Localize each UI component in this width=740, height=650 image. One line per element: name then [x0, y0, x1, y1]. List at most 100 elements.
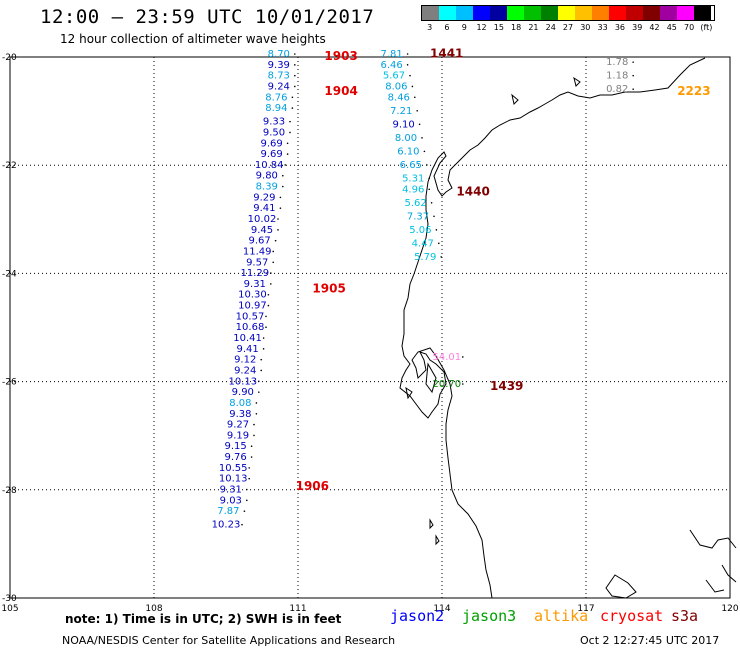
wave-height-value: 9.45: [251, 225, 273, 236]
observation-point: [258, 380, 260, 383]
observation-point: [253, 423, 255, 426]
wave-height-value: 11.29: [240, 268, 269, 279]
satellite-name: jason3: [462, 607, 517, 625]
legend-label: 3: [427, 23, 433, 32]
observation-point: [411, 85, 414, 88]
observation-point: [409, 74, 411, 77]
legend-swatch: [643, 6, 660, 20]
footnote: note: 1) Time is in UTC; 2) SWH is in fe…: [65, 612, 342, 626]
track-id-label: 1903: [324, 49, 357, 63]
observation-point: [428, 177, 431, 180]
wave-height-value: 10.57: [236, 311, 265, 322]
wave-height-value: 9.12: [234, 355, 256, 366]
legend-swatch: [575, 6, 592, 20]
graticule: [9, 56, 731, 599]
observation-point: [294, 85, 296, 88]
wave-height-value: 9.69: [260, 149, 282, 160]
wave-observations: 8.709.398.739.248.768.949.339.509.699.69…: [212, 49, 634, 531]
legend-swatch: [592, 6, 609, 20]
observation-point: [282, 174, 284, 177]
track-id-label: 1439: [490, 379, 523, 393]
lat-tick-label: -26: [2, 378, 17, 388]
observation-point: [279, 196, 282, 199]
lon-tick-label: 117: [577, 604, 594, 614]
observation-point: [406, 53, 409, 55]
wave-height-value: 9.76: [224, 452, 246, 463]
observation-point: [246, 499, 248, 502]
observation-point: [270, 283, 272, 285]
satellite-name: cryosat: [600, 607, 664, 625]
observation-point: [272, 261, 275, 264]
observation-point: [250, 456, 253, 458]
wave-height-value: 9.24: [268, 81, 290, 92]
observation-point: [428, 188, 431, 191]
wave-height-value: 20.70: [432, 379, 461, 390]
wave-height-value: 11.49: [243, 246, 272, 257]
track-id-label: 1440: [456, 184, 489, 198]
legend-swatch: [677, 6, 694, 20]
wave-height-value: 0.82: [606, 84, 628, 95]
observation-point: [284, 164, 287, 166]
legend-label: 15: [493, 23, 504, 32]
wave-height-value: 5.06: [409, 225, 431, 236]
observation-point: [291, 107, 294, 109]
wave-height-value: 7.81: [380, 49, 402, 60]
wave-height-value: 6.65: [400, 160, 422, 171]
legend-swatch: [456, 6, 473, 20]
map-frame: [9, 56, 731, 599]
wave-height-value: 7.87: [217, 506, 239, 517]
legend-label: (ft): [700, 23, 713, 32]
observation-point: [632, 88, 634, 90]
observation-point: [435, 229, 438, 231]
wave-height-value: 10.55: [219, 463, 248, 474]
observation-point: [414, 96, 416, 99]
lon-tick-label: 105: [1, 604, 18, 614]
observation-point: [462, 383, 464, 385]
wave-height-value: 9.29: [253, 192, 275, 203]
legend-label: 42: [649, 23, 660, 32]
wave-height-value: 9.15: [224, 441, 246, 452]
observation-point: [430, 201, 433, 204]
observation-point: [248, 477, 250, 480]
observation-point: [267, 293, 270, 296]
observation-point: [265, 315, 267, 318]
observation-point: [294, 74, 296, 77]
observation-point: [421, 137, 423, 139]
generated-timestamp: Oct 2 12:27:45 UTC 2017: [580, 634, 720, 647]
observation-point: [277, 218, 279, 220]
wave-height-value: 8.70: [268, 49, 290, 60]
observation-point: [279, 207, 282, 209]
coastline: [399, 57, 737, 599]
observation-point: [253, 434, 255, 437]
wave-height-value: 7.37: [407, 211, 429, 222]
satellite-name: jason2: [390, 607, 445, 625]
legend-label: 24: [545, 23, 556, 32]
legend-swatch: [660, 6, 677, 20]
wave-height-value: 9.33: [263, 117, 285, 128]
wave-height-value: 8.76: [265, 92, 287, 103]
observation-point: [260, 369, 263, 372]
observation-point: [248, 467, 250, 469]
track-id-label: 1441: [430, 46, 463, 60]
wave-height-value: 10.13: [228, 376, 257, 387]
wave-height-value: 4.47: [412, 238, 434, 249]
wave-height-value: 10.84: [255, 160, 284, 171]
wave-height-value: 9.38: [229, 409, 251, 420]
wave-height-value: 10.02: [248, 214, 277, 225]
wave-height-value: 9.41: [236, 344, 258, 355]
legend-swatch: [626, 6, 643, 20]
legend-label: 18: [511, 23, 522, 32]
wave-height-value: 9.57: [246, 257, 268, 268]
observation-point: [289, 120, 291, 123]
wave-height-value: 10.30: [238, 290, 267, 301]
wave-height-value: 10.13: [219, 474, 248, 485]
legend-label: 21: [528, 23, 539, 32]
legend-swatch: [422, 6, 439, 20]
track-labels: 1903 1904 1905 1906 1441 1440 1439 2223: [296, 46, 711, 493]
wave-height-value: 8.08: [229, 398, 251, 409]
observation-point: [262, 348, 265, 350]
track-id-label: 1906: [296, 479, 329, 493]
wave-height-value: 1.78: [606, 57, 628, 68]
observation-point: [433, 215, 435, 218]
